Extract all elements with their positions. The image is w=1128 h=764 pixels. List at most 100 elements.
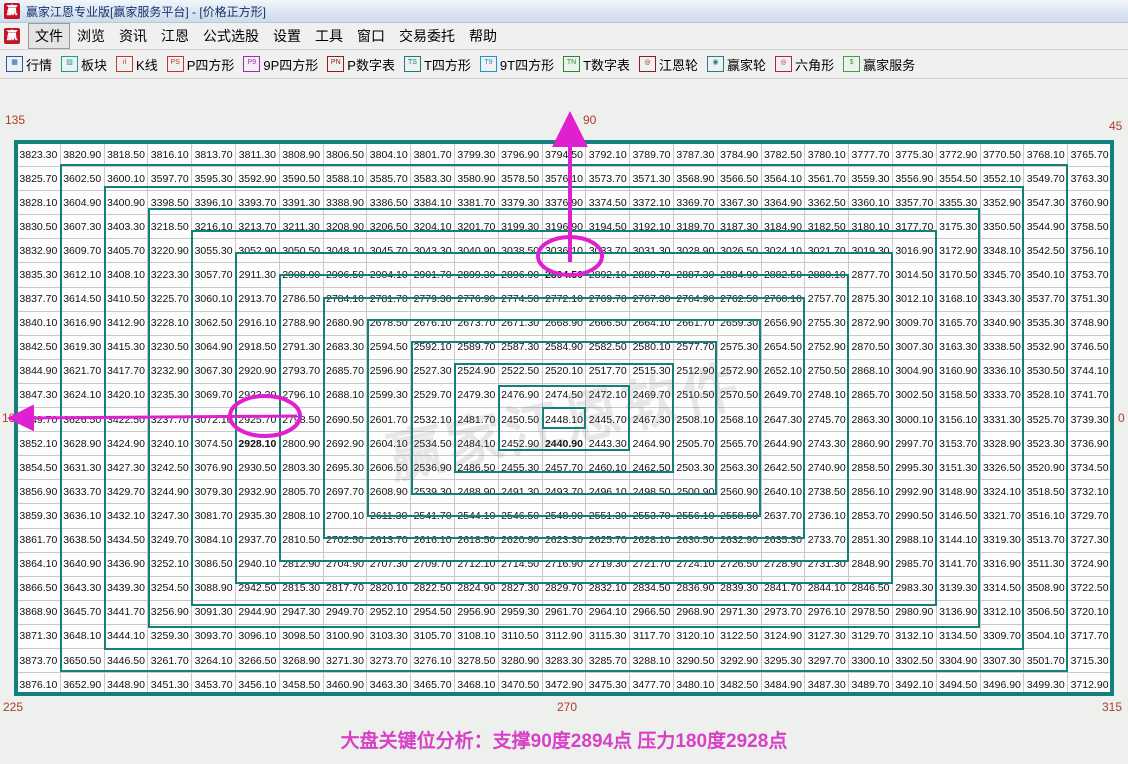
matrix-cell[interactable]: 2551.30 (585, 503, 631, 529)
matrix-cell[interactable]: 3024.10 (760, 238, 806, 264)
matrix-cell[interactable]: 3045.70 (366, 238, 412, 264)
matrix-cell[interactable]: 3571.30 (629, 166, 674, 192)
matrix-cell[interactable]: 3060.10 (191, 286, 236, 312)
matrix-cell[interactable]: 3069.70 (191, 382, 236, 409)
matrix-cell[interactable]: 2704.90 (322, 551, 368, 577)
matrix-cell[interactable]: 2776.90 (453, 286, 499, 312)
matrix-cell[interactable]: 2671.30 (497, 310, 543, 336)
matrix-cell[interactable]: 3876.10 (16, 672, 61, 694)
matrix-cell[interactable]: 2503.30 (672, 455, 718, 481)
matrix-cell[interactable]: 2899.30 (453, 262, 499, 288)
matrix-cell[interactable]: 3367.30 (716, 190, 762, 216)
matrix-cell[interactable]: 3844.90 (16, 358, 61, 384)
matrix-cell[interactable]: 3117.70 (629, 623, 674, 649)
matrix-cell[interactable]: 3355.30 (935, 190, 981, 216)
matrix-cell[interactable]: 3374.50 (585, 190, 631, 216)
matrix-cell[interactable]: 3811.30 (234, 142, 280, 168)
matrix-cell[interactable]: 2618.50 (453, 527, 499, 553)
matrix-cell[interactable]: 3084.10 (191, 527, 236, 553)
matrix-cell[interactable]: 3460.90 (322, 672, 368, 694)
matrix-cell[interactable]: 2640.10 (760, 479, 806, 505)
matrix-cell[interactable]: 3369.70 (672, 190, 718, 216)
matrix-cell[interactable]: 2575.30 (716, 334, 762, 360)
matrix-cell[interactable]: 3513.70 (1023, 527, 1069, 553)
matrix-cell[interactable]: 3314.50 (979, 575, 1025, 601)
matrix-cell[interactable]: 3127.30 (804, 623, 850, 649)
matrix-cell[interactable]: 2932.90 (234, 479, 280, 505)
matrix-cell[interactable]: 3072.10 (191, 407, 236, 433)
matrix-cell[interactable]: 2589.70 (453, 334, 499, 360)
matrix-cell[interactable]: 2534.50 (410, 431, 455, 457)
matrix-cell[interactable]: 3607.30 (59, 214, 105, 240)
matrix-cell[interactable]: 2635.30 (760, 527, 806, 553)
matrix-cell[interactable]: 3345.70 (979, 262, 1025, 288)
matrix-cell[interactable]: 3645.70 (59, 599, 105, 625)
matrix-cell[interactable]: 3201.70 (453, 214, 499, 240)
matrix-cell[interactable]: 3535.30 (1023, 310, 1069, 336)
toolbar-item-pn-number-table[interactable]: PN P数字表 (327, 55, 395, 74)
matrix-cell[interactable]: 2692.90 (322, 431, 368, 457)
matrix-cell[interactable]: 2954.50 (410, 599, 455, 625)
matrix-cell[interactable]: 2930.50 (234, 455, 280, 481)
matrix-cell[interactable]: 2707.30 (366, 551, 412, 577)
matrix-cell[interactable]: 2467.30 (629, 407, 674, 433)
toolbar-item-ps-square[interactable]: PS P四方形 (166, 55, 234, 74)
matrix-cell[interactable]: 3787.30 (672, 142, 718, 168)
matrix-cell[interactable]: 2973.70 (760, 599, 806, 625)
matrix-cell[interactable]: 3235.30 (147, 382, 193, 409)
matrix-cell[interactable]: 3132.10 (891, 623, 937, 649)
matrix-cell[interactable]: 3115.30 (585, 623, 631, 649)
matrix-cell[interactable]: 2911.30 (234, 262, 280, 288)
matrix-cell[interactable]: 3386.50 (366, 190, 412, 216)
matrix-cell[interactable]: 2536.90 (410, 455, 455, 481)
matrix-cell[interactable]: 3052.90 (234, 238, 280, 264)
matrix-cell[interactable]: 2517.70 (585, 358, 631, 384)
matrix-cell[interactable]: 3194.50 (585, 214, 631, 240)
matrix-cell[interactable]: 3777.70 (848, 142, 893, 168)
matrix-cell[interactable]: 3652.90 (59, 672, 105, 694)
matrix-cell[interactable]: 3758.50 (1067, 214, 1112, 240)
matrix-cell[interactable]: 2541.70 (410, 503, 455, 529)
matrix-cell[interactable]: 2462.50 (629, 455, 674, 481)
matrix-cell[interactable]: 3288.10 (629, 647, 674, 674)
matrix-cell[interactable]: 2577.70 (672, 334, 718, 360)
matrix-cell[interactable]: 3566.50 (716, 166, 762, 192)
matrix-cell[interactable]: 2611.30 (366, 503, 412, 529)
toolbar-item-hexagon[interactable]: ◎ 六角形 (775, 55, 834, 74)
matrix-cell[interactable]: 2472.10 (585, 382, 631, 409)
matrix-cell[interactable]: 3170.50 (935, 262, 981, 288)
matrix-cell[interactable]: 3264.10 (191, 647, 236, 674)
matrix-cell[interactable]: 3434.50 (103, 527, 149, 553)
matrix-cell[interactable]: 3604.90 (59, 190, 105, 216)
matrix-cell[interactable]: 3520.90 (1023, 455, 1069, 481)
matrix-cell[interactable]: 3799.30 (453, 142, 499, 168)
matrix-cell[interactable]: 2889.70 (629, 262, 674, 288)
matrix-cell[interactable]: 3530.50 (1023, 358, 1069, 384)
matrix-cell[interactable]: 3276.10 (410, 647, 455, 674)
toolbar-item-p9-square[interactable]: P9 9P四方形 (243, 55, 318, 74)
matrix-cell[interactable]: 2836.90 (672, 575, 718, 601)
matrix-cell[interactable]: 2532.10 (410, 407, 455, 433)
matrix-cell[interactable]: 2781.70 (366, 286, 412, 312)
matrix-cell[interactable]: 3806.50 (322, 142, 368, 168)
matrix-cell[interactable]: 2966.50 (629, 599, 674, 625)
matrix-cell[interactable]: 2762.50 (716, 286, 762, 312)
matrix-cell[interactable]: 3396.10 (191, 190, 236, 216)
matrix-cell[interactable]: 3189.70 (672, 214, 718, 240)
matrix-cell[interactable]: 2935.30 (234, 503, 280, 529)
matrix-cell[interactable]: 2997.70 (891, 431, 937, 457)
matrix-cell[interactable]: 2913.70 (234, 286, 280, 312)
matrix-cell[interactable]: 3204.10 (410, 214, 455, 240)
matrix-cell[interactable]: 3285.70 (585, 647, 631, 674)
matrix-cell[interactable]: 3816.10 (147, 142, 193, 168)
matrix-cell[interactable]: 2676.10 (410, 310, 455, 336)
matrix-cell[interactable]: 2940.10 (234, 551, 280, 577)
matrix-cell[interactable]: 3868.90 (16, 599, 61, 625)
matrix-cell[interactable]: 3532.90 (1023, 334, 1069, 360)
matrix-cell[interactable]: 3465.70 (410, 672, 455, 694)
matrix-cell[interactable]: 3427.30 (103, 455, 149, 481)
menu-item-window[interactable]: 窗口 (357, 28, 385, 44)
matrix-cell[interactable]: 2827.30 (497, 575, 543, 601)
matrix-cell[interactable]: 3400.90 (103, 190, 149, 216)
matrix-cell[interactable]: 3280.90 (497, 647, 543, 674)
